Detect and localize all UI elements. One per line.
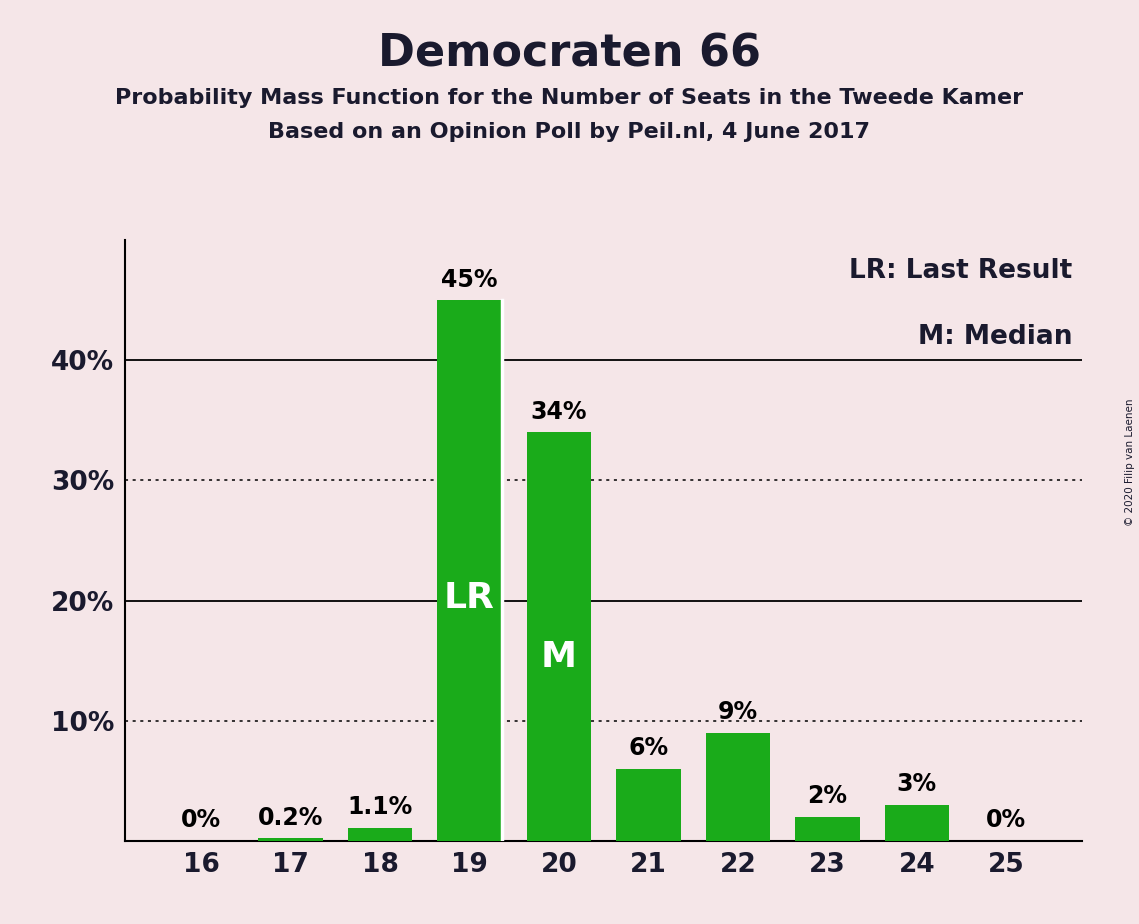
- Text: © 2020 Filip van Laenen: © 2020 Filip van Laenen: [1125, 398, 1134, 526]
- Text: 6%: 6%: [629, 736, 669, 760]
- Text: 34%: 34%: [531, 400, 588, 424]
- Text: 9%: 9%: [718, 700, 757, 724]
- Text: 2%: 2%: [808, 784, 847, 808]
- Text: 3%: 3%: [896, 772, 937, 796]
- Bar: [437, 300, 501, 841]
- Text: 0.2%: 0.2%: [257, 806, 323, 830]
- Text: 1.1%: 1.1%: [347, 796, 412, 820]
- Bar: [616, 769, 681, 841]
- Text: M: Median: M: Median: [918, 324, 1073, 350]
- Text: Based on an Opinion Poll by Peil.nl, 4 June 2017: Based on an Opinion Poll by Peil.nl, 4 J…: [269, 122, 870, 142]
- Bar: [706, 733, 770, 841]
- Bar: [885, 805, 949, 841]
- Text: Democraten 66: Democraten 66: [378, 32, 761, 76]
- Bar: [347, 828, 412, 841]
- Text: 0%: 0%: [181, 808, 221, 833]
- Text: 45%: 45%: [441, 268, 498, 292]
- Text: Probability Mass Function for the Number of Seats in the Tweede Kamer: Probability Mass Function for the Number…: [115, 88, 1024, 108]
- Text: 0%: 0%: [986, 808, 1026, 833]
- Bar: [795, 817, 860, 841]
- Text: LR: LR: [444, 580, 494, 614]
- Text: LR: Last Result: LR: Last Result: [850, 259, 1073, 285]
- Bar: [526, 432, 591, 841]
- Text: M: M: [541, 640, 577, 674]
- Bar: [259, 838, 322, 841]
